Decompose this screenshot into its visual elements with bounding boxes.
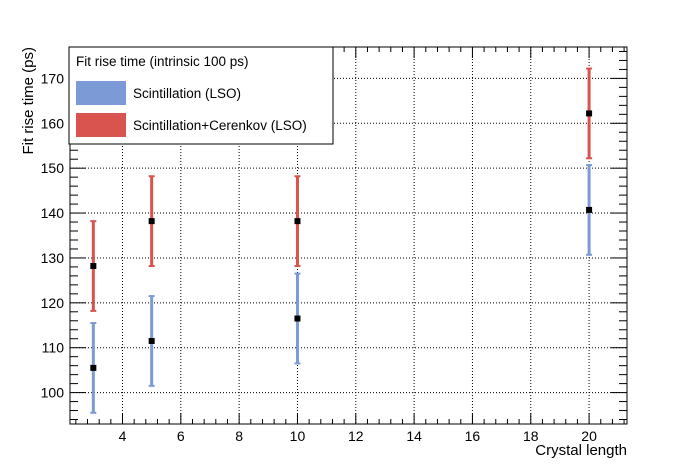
y-tick-label: 160 [41,115,65,131]
x-tick-label: 8 [235,428,243,444]
data-point-scintillation-cerenkov [294,218,301,225]
y-axis-title: Fit rise time (ps) [20,47,37,155]
legend: Fit rise time (intrinsic 100 ps) Scintil… [68,46,334,145]
data-point-scintillation-cerenkov [586,110,593,117]
data-point-scintillation [294,315,301,322]
tick-labels: 4 6 8 10 12 14 16 18 20 100 110 120 130 140 150 160 170 [41,70,597,444]
y-tick-label: 170 [41,70,65,86]
x-tick-label: 14 [406,428,422,444]
x-tick-label: 6 [177,428,185,444]
x-tick-label: 12 [348,428,364,444]
x-tick-label: 18 [523,428,539,444]
legend-swatch-scintillation [76,81,126,105]
data-layer [90,67,593,414]
legend-label-scintillation-cerenkov: Scintillation+Cerenkov (LSO) [133,118,307,133]
legend-label-scintillation: Scintillation (LSO) [133,86,241,101]
y-tick-label: 100 [41,385,65,401]
data-point-scintillation [90,364,97,371]
data-point-scintillation [586,206,593,213]
data-point-scintillation-cerenkov [148,218,155,225]
x-tick-label: 4 [119,428,127,444]
x-tick-label: 16 [465,428,481,444]
legend-title: Fit rise time (intrinsic 100 ps) [76,54,249,69]
data-point-scintillation-cerenkov [90,263,97,270]
data-point-scintillation [148,337,155,344]
legend-swatch-scintillation-cerenkov [76,113,126,137]
y-tick-label: 120 [41,295,65,311]
y-tick-label: 150 [41,160,65,176]
x-tick-label: 20 [581,428,597,444]
x-tick-label: 10 [290,428,306,444]
y-tick-label: 140 [41,205,65,221]
plot-frame [69,46,628,425]
y-tick-label: 110 [42,340,65,356]
x-axis-title: Crystal length [535,442,627,459]
y-tick-label: 130 [41,250,65,266]
